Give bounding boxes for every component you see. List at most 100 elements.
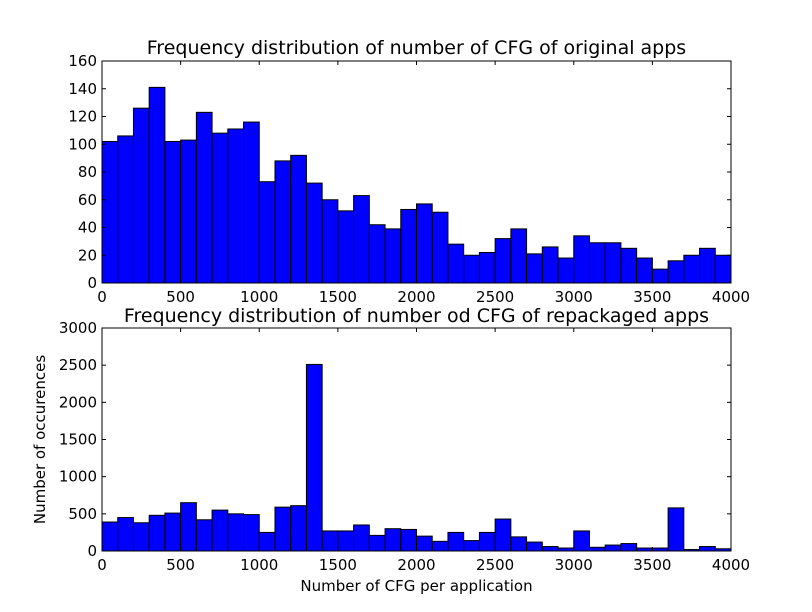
histogram-bar [620, 543, 638, 552]
histogram-bar [604, 242, 622, 284]
histogram-bar [588, 546, 606, 552]
histogram-bar [667, 507, 685, 552]
x-tick-label: 3000 [555, 288, 593, 306]
x-tick-label: 3500 [633, 556, 671, 574]
histogram-bar [478, 531, 496, 552]
histogram-bar [101, 521, 119, 552]
x-tick-label: 500 [166, 556, 195, 574]
y-tick-label: 20 [78, 246, 97, 264]
histogram-bar [651, 268, 669, 284]
x-tick-label: 1500 [319, 288, 357, 306]
histogram-bar [526, 253, 543, 284]
histogram-bar [714, 254, 732, 284]
histogram-bar [195, 111, 213, 284]
histogram-bar [463, 254, 480, 284]
histogram-bar [211, 132, 229, 284]
histogram-bar [541, 546, 559, 552]
histogram-bar [573, 530, 590, 552]
histogram-bar [557, 257, 575, 284]
histogram-bar [321, 199, 339, 284]
x-tick-label: 500 [166, 288, 195, 306]
y-tick-label: 40 [78, 219, 97, 237]
histogram-bar [180, 139, 197, 284]
histogram-bar [258, 531, 276, 552]
histogram-bar [101, 140, 119, 284]
y-tick-label: 160 [68, 52, 97, 70]
histogram-bar [274, 160, 292, 284]
y-tick-label: 120 [68, 108, 97, 126]
histogram-bar [463, 540, 480, 552]
histogram-bar [132, 522, 150, 552]
histogram-bar [290, 154, 307, 284]
x-axis-label: Number of CFG per application [300, 577, 532, 595]
histogram-bar [636, 257, 653, 284]
histogram-bar [368, 224, 386, 284]
histogram-bar [180, 502, 197, 552]
histogram-bar [573, 235, 590, 284]
x-tick-label: 1000 [240, 288, 278, 306]
x-tick-label: 2000 [397, 556, 435, 574]
histogram-bar [117, 517, 134, 552]
histogram-bar [164, 512, 182, 552]
histogram-bar [195, 519, 213, 552]
histogram-bar [132, 107, 150, 284]
histogram-bar [478, 251, 496, 284]
histogram-bar [431, 211, 449, 284]
x-tick-label: 3000 [555, 556, 593, 574]
x-tick-label: 1000 [240, 556, 278, 574]
x-tick-label: 2500 [476, 288, 514, 306]
y-tick-label: 1000 [59, 468, 97, 486]
histogram-bar [243, 514, 260, 552]
histogram-bar [164, 140, 182, 284]
histogram-bar [416, 535, 433, 552]
x-tick-label: 2000 [397, 288, 435, 306]
bars [101, 86, 732, 284]
histogram-bar [526, 541, 543, 552]
chart-repackaged-apps: Frequency distribution of number od CFG … [31, 305, 750, 595]
y-tick-label: 2500 [59, 356, 97, 374]
histogram-bar [699, 247, 716, 284]
histogram-bar [510, 536, 528, 552]
histogram-bar [510, 228, 528, 284]
histogram-bar [148, 514, 166, 552]
histogram-bar [400, 528, 417, 552]
histogram-bar [416, 203, 433, 284]
y-tick-label: 3000 [59, 319, 97, 337]
histogram-bar [353, 524, 370, 552]
histogram-bar [117, 135, 134, 284]
x-tick-label: 4000 [712, 288, 750, 306]
histogram-bar [148, 86, 166, 284]
x-tick-label: 4000 [712, 556, 750, 574]
y-axis-label: Number of occurences [31, 355, 49, 524]
histogram-bar [227, 128, 245, 284]
x-tick-label: 3500 [633, 288, 671, 306]
histogram-bar [447, 243, 465, 284]
y-tick-label: 0 [87, 274, 97, 292]
histogram-bar [368, 534, 386, 552]
histogram-bar [258, 181, 276, 284]
histogram-bar [305, 363, 323, 552]
y-tick-label: 0 [87, 542, 97, 560]
histogram-bar [620, 247, 638, 284]
histogram-bar [494, 518, 512, 552]
y-tick-label: 500 [68, 505, 97, 523]
histogram-bar [541, 246, 559, 284]
x-tick-label: 0 [97, 288, 107, 306]
histogram-bar [274, 506, 292, 552]
chart-original-apps: Frequency distribution of number of CFG … [68, 37, 750, 306]
histogram-bar [290, 505, 307, 552]
histogram-bar [243, 121, 260, 284]
histogram-bar [353, 195, 370, 284]
histogram-bar [384, 228, 402, 284]
x-tick-label: 0 [97, 556, 107, 574]
histogram-bar [588, 242, 606, 284]
chart-title: Frequency distribution of number of CFG … [147, 37, 686, 59]
histogram-bar [699, 546, 716, 552]
histogram-bar [400, 208, 417, 284]
histogram-bar [667, 260, 685, 284]
histogram-bar [384, 528, 402, 552]
histogram-bar [431, 540, 449, 552]
y-tick-label: 2000 [59, 393, 97, 411]
histogram-bar [337, 210, 355, 284]
